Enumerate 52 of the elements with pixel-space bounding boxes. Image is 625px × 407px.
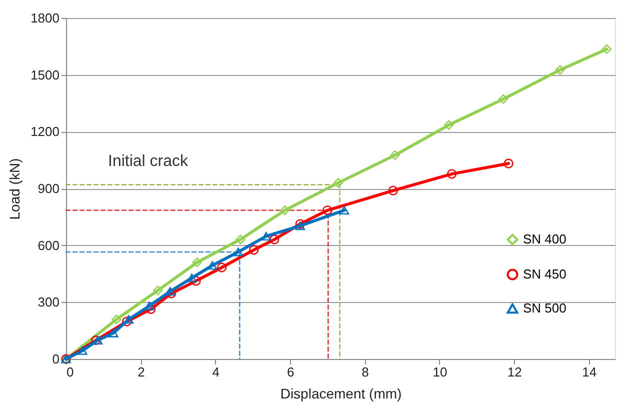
point <box>144 302 154 310</box>
annotation: Initial crack <box>108 153 190 170</box>
x-tick-label: 0 <box>66 364 74 380</box>
y-tick-label: 300 <box>38 294 60 310</box>
legend-label: SN 400 <box>523 232 566 246</box>
legend-label: SN 450 <box>523 266 566 282</box>
y-axis-title: Load (kN) <box>6 158 23 220</box>
point <box>187 274 197 282</box>
x-axis-title: Displacement (mm) <box>280 386 402 402</box>
y-tick-label: 600 <box>38 238 60 253</box>
point <box>249 245 259 255</box>
point <box>261 232 272 241</box>
point <box>191 276 201 286</box>
y-tick-label: 1500 <box>30 67 60 82</box>
point <box>390 150 400 160</box>
point <box>602 44 612 54</box>
y-tick-label: 900 <box>38 181 60 196</box>
point <box>444 120 454 130</box>
point <box>208 261 218 270</box>
point <box>122 316 132 326</box>
point <box>216 262 227 272</box>
point <box>153 286 163 296</box>
point <box>236 234 246 244</box>
point <box>233 248 243 256</box>
point <box>108 328 118 338</box>
x-tick-label: 6 <box>286 364 294 380</box>
point <box>504 158 514 168</box>
point <box>333 178 344 188</box>
x-tick-label: 10 <box>432 364 448 380</box>
point <box>295 222 305 230</box>
legend-label: SN 500 <box>523 300 566 316</box>
y-tick-label: 0 <box>52 352 60 366</box>
y-tick-label: 1200 <box>30 124 60 140</box>
point <box>339 206 350 215</box>
point <box>270 234 280 244</box>
point <box>446 169 457 179</box>
x-tick-label: 4 <box>212 364 220 380</box>
point <box>165 287 176 296</box>
point <box>280 205 290 216</box>
x-tick-label: 2 <box>138 364 145 380</box>
point <box>192 258 202 268</box>
y-tick-label: 1800 <box>30 10 60 26</box>
point <box>78 346 88 355</box>
point <box>498 94 508 104</box>
point <box>322 205 332 216</box>
x-tick-label: 8 <box>362 364 369 380</box>
point <box>388 186 398 196</box>
x-tick-label: 12 <box>507 364 522 380</box>
x-tick-label: 14 <box>582 364 597 380</box>
point <box>112 314 122 324</box>
point <box>124 315 134 324</box>
point <box>555 65 565 75</box>
